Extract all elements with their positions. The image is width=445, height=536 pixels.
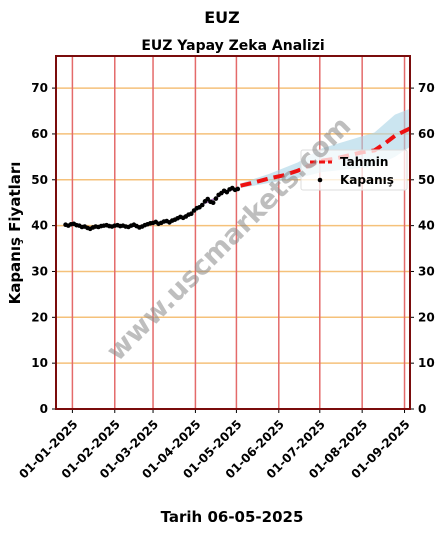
y-tick-label-right: 20 xyxy=(418,310,435,324)
y-tick-label: 50 xyxy=(31,173,48,187)
y-tick-label: 30 xyxy=(31,264,48,278)
legend-box xyxy=(300,149,408,191)
y-tick-label: 70 xyxy=(31,81,48,95)
y-tick-label: 10 xyxy=(31,356,48,370)
y-tick-label-right: 10 xyxy=(418,356,435,370)
chart-title: EUZ xyxy=(204,8,240,27)
closing-price-point xyxy=(199,202,205,208)
closing-price-point xyxy=(235,186,241,192)
y-tick-label-right: 50 xyxy=(418,173,435,187)
closing-price-point xyxy=(213,196,219,201)
y-tick-label: 20 xyxy=(31,310,48,324)
y-tick-label-right: 70 xyxy=(418,81,435,95)
y-tick-label: 60 xyxy=(31,127,48,141)
closing-price-point xyxy=(210,200,216,206)
legend: Tahmin Kapanış xyxy=(300,149,408,191)
closing-price-point xyxy=(189,211,194,217)
y-axis-label: Kapanış Fiyatları xyxy=(6,162,24,305)
chart-subtitle: EUZ Yapay Zeka Analizi xyxy=(141,38,324,54)
y-tick-label-right: 30 xyxy=(418,264,435,278)
forecast-confidence-band xyxy=(240,108,410,189)
legend-closing-swatch xyxy=(317,177,323,183)
y-tick-label-right: 40 xyxy=(418,219,435,233)
plot-frame xyxy=(55,55,411,410)
y-tick-label: 40 xyxy=(31,219,48,233)
watermark: www.uscmarkets.com xyxy=(101,111,358,368)
legend-label-closing: Kapanış xyxy=(340,173,394,187)
x-axis-label: Tarih 06-05-2025 xyxy=(161,508,304,526)
legend-label-forecast: Tahmin xyxy=(340,155,388,169)
y-tick-label-right: 60 xyxy=(418,127,435,141)
y-tick-label: 0 xyxy=(40,402,48,416)
y-tick-label-right: 0 xyxy=(418,402,426,416)
